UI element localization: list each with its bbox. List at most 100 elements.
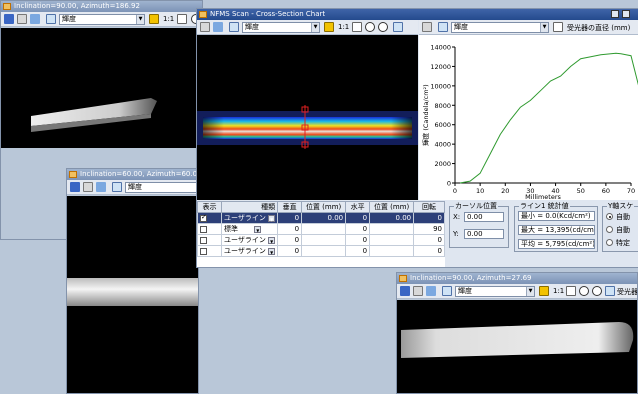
chart-luminance-select[interactable]: 輝度 ▼ <box>451 22 549 33</box>
horizontal-position-cell[interactable]: 0.00 <box>369 212 415 224</box>
vertical-cell[interactable]: 0 <box>277 223 303 235</box>
fit-icon[interactable] <box>177 14 187 24</box>
row-checkbox[interactable] <box>200 213 207 222</box>
pointer-icon[interactable] <box>438 22 448 32</box>
copy-icon[interactable] <box>426 286 436 296</box>
type-cell[interactable]: ユーザライン ▼ <box>220 245 279 257</box>
pointer-icon[interactable] <box>229 22 239 32</box>
window1-title-bar[interactable]: Inclination=90.00, Azimuth=186.92 <box>1 1 202 12</box>
zoom-in-icon[interactable] <box>579 286 589 296</box>
grid-icon[interactable] <box>149 14 159 24</box>
pointer-icon[interactable] <box>112 182 122 192</box>
cross-section-icon[interactable] <box>393 22 403 32</box>
window3-title-bar[interactable]: Inclination=90.00, Azimuth=27.69 <box>397 273 637 284</box>
ratio-1-1-button[interactable]: 1:1 <box>163 15 175 23</box>
window1-luminance-select[interactable]: 輝度 ▼ <box>59 14 145 25</box>
main-luminance-select[interactable]: 輝度 ▼ <box>242 22 320 33</box>
horizontal-cell[interactable]: 0 <box>345 212 371 224</box>
horizontal-cell[interactable]: 0 <box>345 245 371 257</box>
window-inclination-90-azimuth-186[interactable]: Inclination=90.00, Azimuth=186.92 輝度 ▼ 1… <box>0 0 203 240</box>
vertical-cell[interactable]: 0 <box>277 245 303 257</box>
pointer-icon[interactable] <box>46 14 56 24</box>
save-icon[interactable] <box>4 14 14 24</box>
display-cell[interactable] <box>197 223 222 235</box>
chart-panel[interactable]: 0 2000 4000 6000 8000 10000 12000 14000 0 10 20 30 4… <box>419 35 638 201</box>
window3-image-view[interactable] <box>397 300 637 393</box>
ratio-1-1-button[interactable]: 1:1 <box>338 23 350 31</box>
table-row[interactable]: ユーザライン ▼ 0 0 0 <box>197 245 445 257</box>
window1-image-view[interactable] <box>1 28 202 148</box>
cross-section-icon[interactable] <box>605 286 615 296</box>
rotation-cell[interactable]: 0 <box>413 212 445 224</box>
chevron-down-icon[interactable]: ▼ <box>254 225 262 233</box>
zoom-out-icon[interactable] <box>592 286 602 296</box>
y-scale-auto-radio[interactable] <box>606 213 613 220</box>
horizontal-cell[interactable]: 0 <box>345 223 371 235</box>
print-icon[interactable] <box>17 14 27 24</box>
window2-image-view[interactable] <box>67 196 198 393</box>
window3-luminance-select[interactable]: 輝度 ▼ <box>455 286 535 297</box>
chevron-down-icon[interactable]: ▼ <box>268 236 276 244</box>
rotation-cell[interactable]: 0 <box>413 234 445 246</box>
vertical-position-cell[interactable] <box>301 234 347 246</box>
fit-icon[interactable] <box>553 22 563 32</box>
print-icon[interactable] <box>422 22 432 32</box>
cursor-y-field[interactable]: 0.00 <box>464 229 504 239</box>
type-cell[interactable]: ユーザライン ▼ <box>220 234 279 246</box>
grid-icon[interactable] <box>539 286 549 296</box>
copy-icon[interactable] <box>213 22 223 32</box>
window2-title-bar[interactable]: Inclination=60.00, Azimuth=60.00 <box>67 169 198 180</box>
main-image-view[interactable] <box>197 35 418 200</box>
window-inclination-60-azimuth-60[interactable]: Inclination=60.00, Azimuth=60.00 輝度 ▼ <box>66 168 199 394</box>
zoom-in-icon[interactable] <box>365 22 375 32</box>
row-checkbox[interactable] <box>200 247 207 255</box>
y-scale-specific-radio[interactable] <box>606 239 613 246</box>
vertical-position-cell[interactable] <box>301 223 347 235</box>
horizontal-position-cell[interactable] <box>369 234 415 246</box>
rotation-cell[interactable]: 90 <box>413 223 445 235</box>
display-cell[interactable] <box>197 245 222 257</box>
print-icon[interactable] <box>413 286 423 296</box>
vertical-cell[interactable]: 0 <box>277 212 303 224</box>
print-icon[interactable] <box>83 182 93 192</box>
fit-icon[interactable] <box>566 286 576 296</box>
save-icon[interactable] <box>70 182 80 192</box>
cursor-x-field[interactable]: 0.00 <box>464 212 504 222</box>
save-icon[interactable] <box>400 286 410 296</box>
horizontal-position-cell[interactable] <box>369 245 415 257</box>
y-scale-auto2-radio[interactable] <box>606 226 613 233</box>
line-table-panel[interactable]: 表示 種類 垂直 位置 (mm) 水平 位置 (mm) 回転 ユーザライン ▼ … <box>197 201 445 267</box>
zoom-out-icon[interactable] <box>378 22 388 32</box>
copy-icon[interactable] <box>96 182 106 192</box>
detector-diameter-label[interactable]: 受光器の直径 (mm) <box>567 24 631 32</box>
main-title-bar[interactable]: NFMS Scan - Cross-Section Chart <box>197 9 638 20</box>
horizontal-position-cell[interactable] <box>369 223 415 235</box>
rotation-cell[interactable]: 0 <box>413 245 445 257</box>
fit-icon[interactable] <box>352 22 362 32</box>
copy-icon[interactable] <box>30 14 40 24</box>
type-cell[interactable]: ユーザライン ▼ <box>220 212 279 224</box>
vertical-cell[interactable]: 0 <box>277 234 303 246</box>
display-cell[interactable] <box>197 234 222 246</box>
close-button[interactable] <box>622 10 630 18</box>
minimize-button[interactable] <box>611 10 619 18</box>
print-icon[interactable] <box>200 22 210 32</box>
horizontal-cell[interactable]: 0 <box>345 234 371 246</box>
cross-section-chart-window[interactable]: NFMS Scan - Cross-Section Chart 輝度 ▼ 1:1 <box>196 8 638 268</box>
display-cell[interactable] <box>197 212 222 224</box>
chevron-down-icon[interactable]: ▼ <box>268 247 276 255</box>
pointer-icon[interactable] <box>442 286 452 296</box>
detector-diameter-label[interactable]: 受光器の直 <box>617 288 637 296</box>
table-row[interactable]: ユーザライン ▼ 0 0.00 0 0.00 0 <box>197 212 445 224</box>
ratio-1-1-button[interactable]: 1:1 <box>553 287 565 295</box>
table-row[interactable]: ユーザライン ▼ 0 0 0 <box>197 234 445 246</box>
vertical-position-cell[interactable] <box>301 245 347 257</box>
vertical-position-cell[interactable]: 0.00 <box>301 212 347 224</box>
row-checkbox[interactable] <box>200 225 207 233</box>
window2-luminance-select[interactable]: 輝度 ▼ <box>125 182 198 193</box>
window-inclination-90-azimuth-27[interactable]: Inclination=90.00, Azimuth=27.69 輝度 ▼ 1:… <box>396 272 638 394</box>
row-checkbox[interactable] <box>200 236 207 244</box>
table-row[interactable]: 標準 ▼ 0 0 90 <box>197 223 445 235</box>
type-cell[interactable]: 標準 ▼ <box>220 223 279 235</box>
chevron-down-icon[interactable]: ▼ <box>268 214 276 222</box>
